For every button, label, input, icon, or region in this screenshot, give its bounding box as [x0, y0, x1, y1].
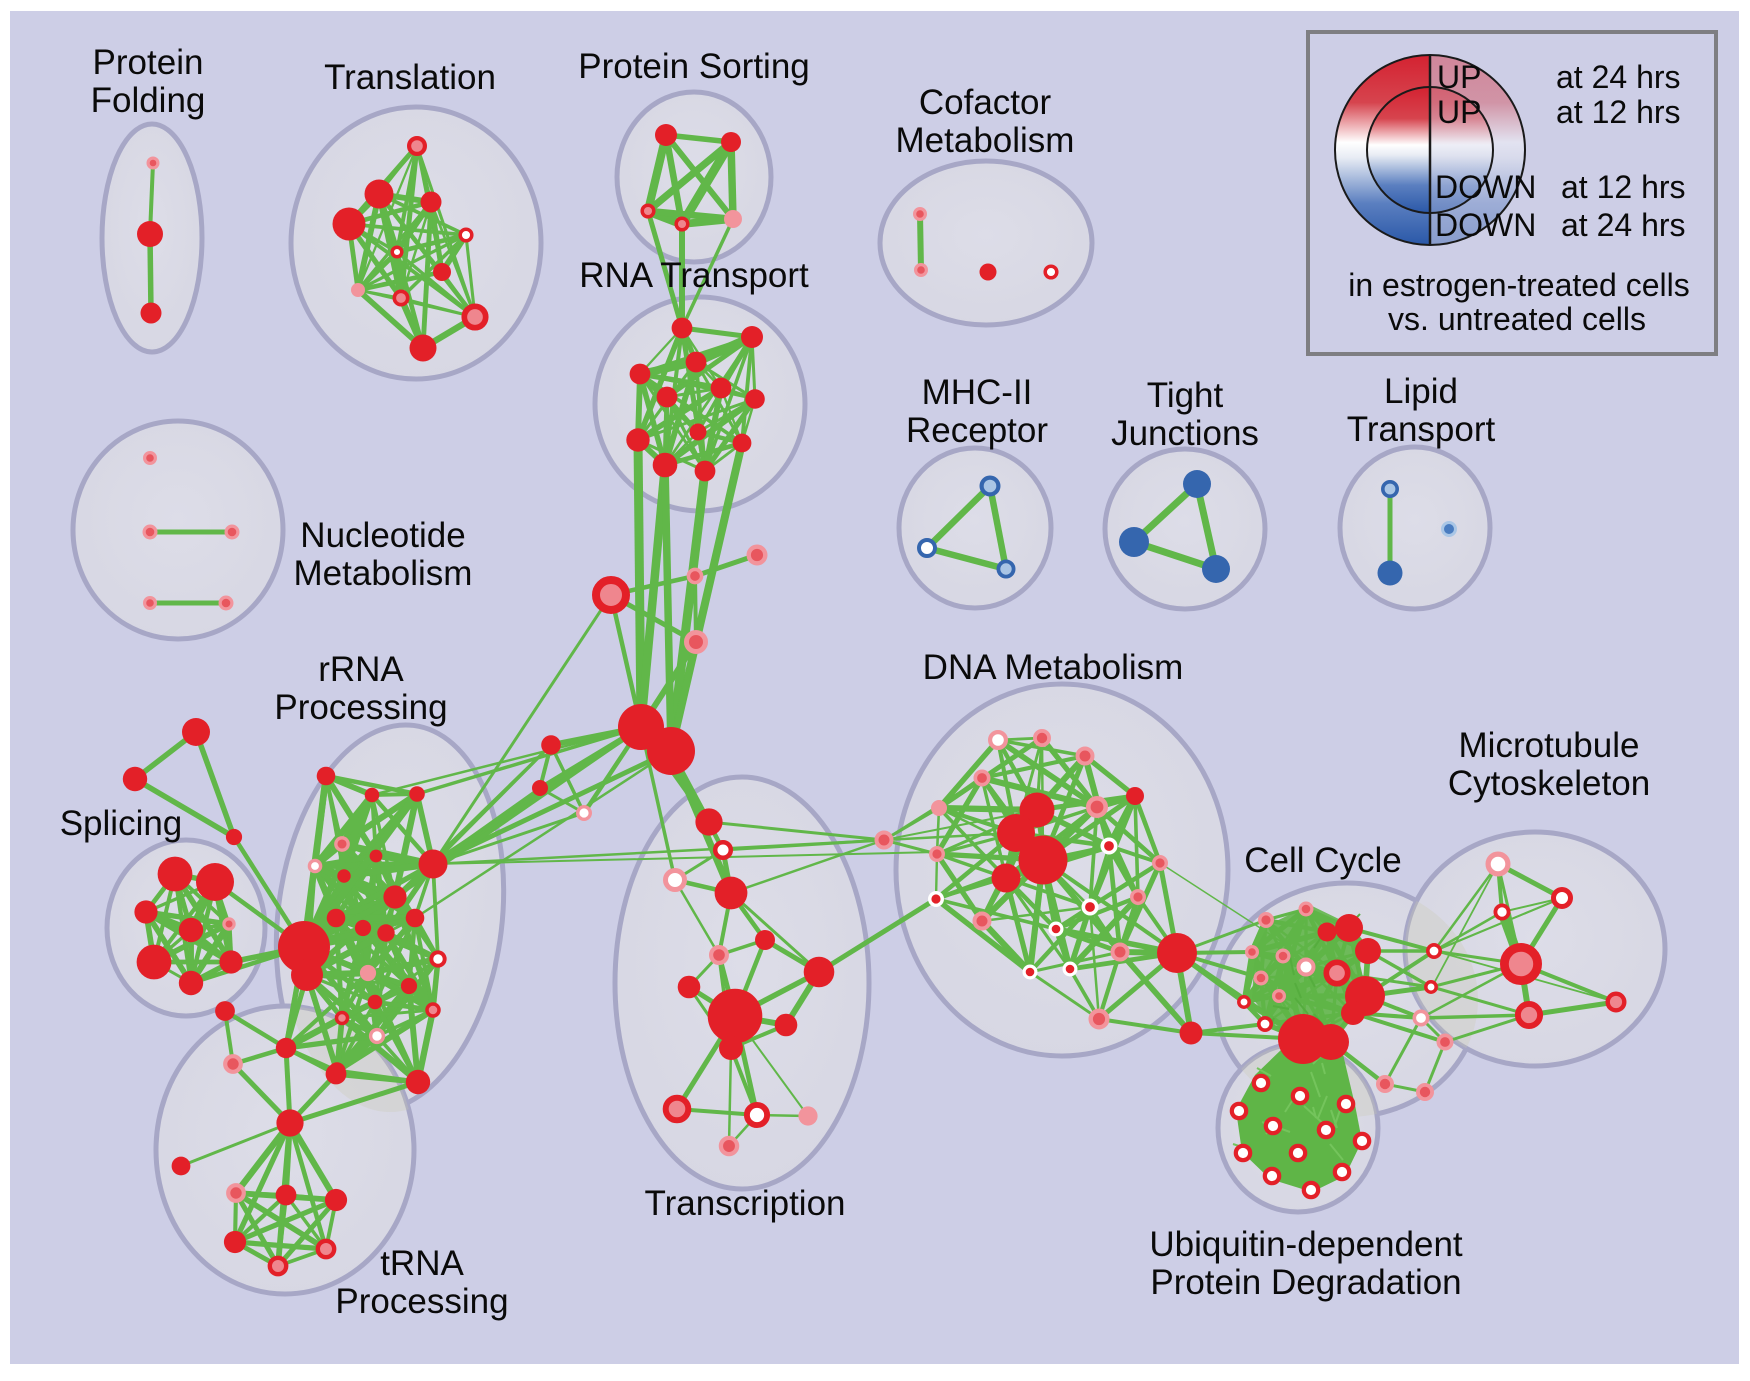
svg-text:Splicing: Splicing [60, 804, 183, 843]
svg-text:Processing: Processing [335, 1282, 508, 1321]
svg-text:Receptor: Receptor [906, 411, 1048, 450]
svg-text:Cytoskeleton: Cytoskeleton [1448, 764, 1650, 803]
svg-text:Processing: Processing [274, 688, 447, 727]
svg-text:DOWN: DOWN [1435, 169, 1536, 205]
svg-text:Transcription: Transcription [645, 1184, 846, 1223]
svg-text:Ubiquitin-dependent: Ubiquitin-dependent [1149, 1225, 1463, 1264]
svg-text:DNA Metabolism: DNA Metabolism [923, 648, 1184, 687]
svg-text:Protein: Protein [93, 43, 204, 82]
svg-text:Microtubule: Microtubule [1459, 726, 1640, 765]
svg-text:Junctions: Junctions [1111, 414, 1259, 453]
svg-text:Lipid: Lipid [1384, 372, 1458, 411]
svg-text:rRNA: rRNA [318, 650, 404, 689]
svg-text:at 24 hrs: at 24 hrs [1556, 59, 1681, 95]
svg-text:Folding: Folding [91, 81, 206, 120]
svg-text:Protein Degradation: Protein Degradation [1150, 1263, 1461, 1302]
svg-text:UP: UP [1437, 59, 1481, 95]
svg-text:at 12 hrs: at 12 hrs [1561, 169, 1686, 205]
svg-text:Nucleotide: Nucleotide [300, 516, 465, 555]
svg-text:tRNA: tRNA [380, 1244, 464, 1283]
svg-text:vs. untreated cells: vs. untreated cells [1388, 301, 1646, 337]
svg-text:DOWN: DOWN [1435, 207, 1536, 243]
svg-text:Tight: Tight [1147, 376, 1224, 415]
svg-text:UP: UP [1437, 94, 1481, 130]
svg-text:Protein Sorting: Protein Sorting [578, 47, 810, 86]
svg-text:Cofactor: Cofactor [919, 83, 1052, 122]
svg-text:Transport: Transport [1347, 410, 1496, 449]
svg-text:Translation: Translation [324, 58, 496, 97]
svg-text:MHC-II: MHC-II [922, 373, 1033, 412]
svg-text:Metabolism: Metabolism [294, 554, 473, 593]
svg-text:RNA Transport: RNA Transport [579, 256, 809, 295]
svg-text:Cell Cycle: Cell Cycle [1244, 841, 1402, 880]
svg-text:Metabolism: Metabolism [896, 121, 1075, 160]
svg-text:at 12 hrs: at 12 hrs [1556, 94, 1681, 130]
svg-text:in estrogen-treated cells: in estrogen-treated cells [1348, 267, 1690, 303]
svg-text:at 24 hrs: at 24 hrs [1561, 207, 1686, 243]
